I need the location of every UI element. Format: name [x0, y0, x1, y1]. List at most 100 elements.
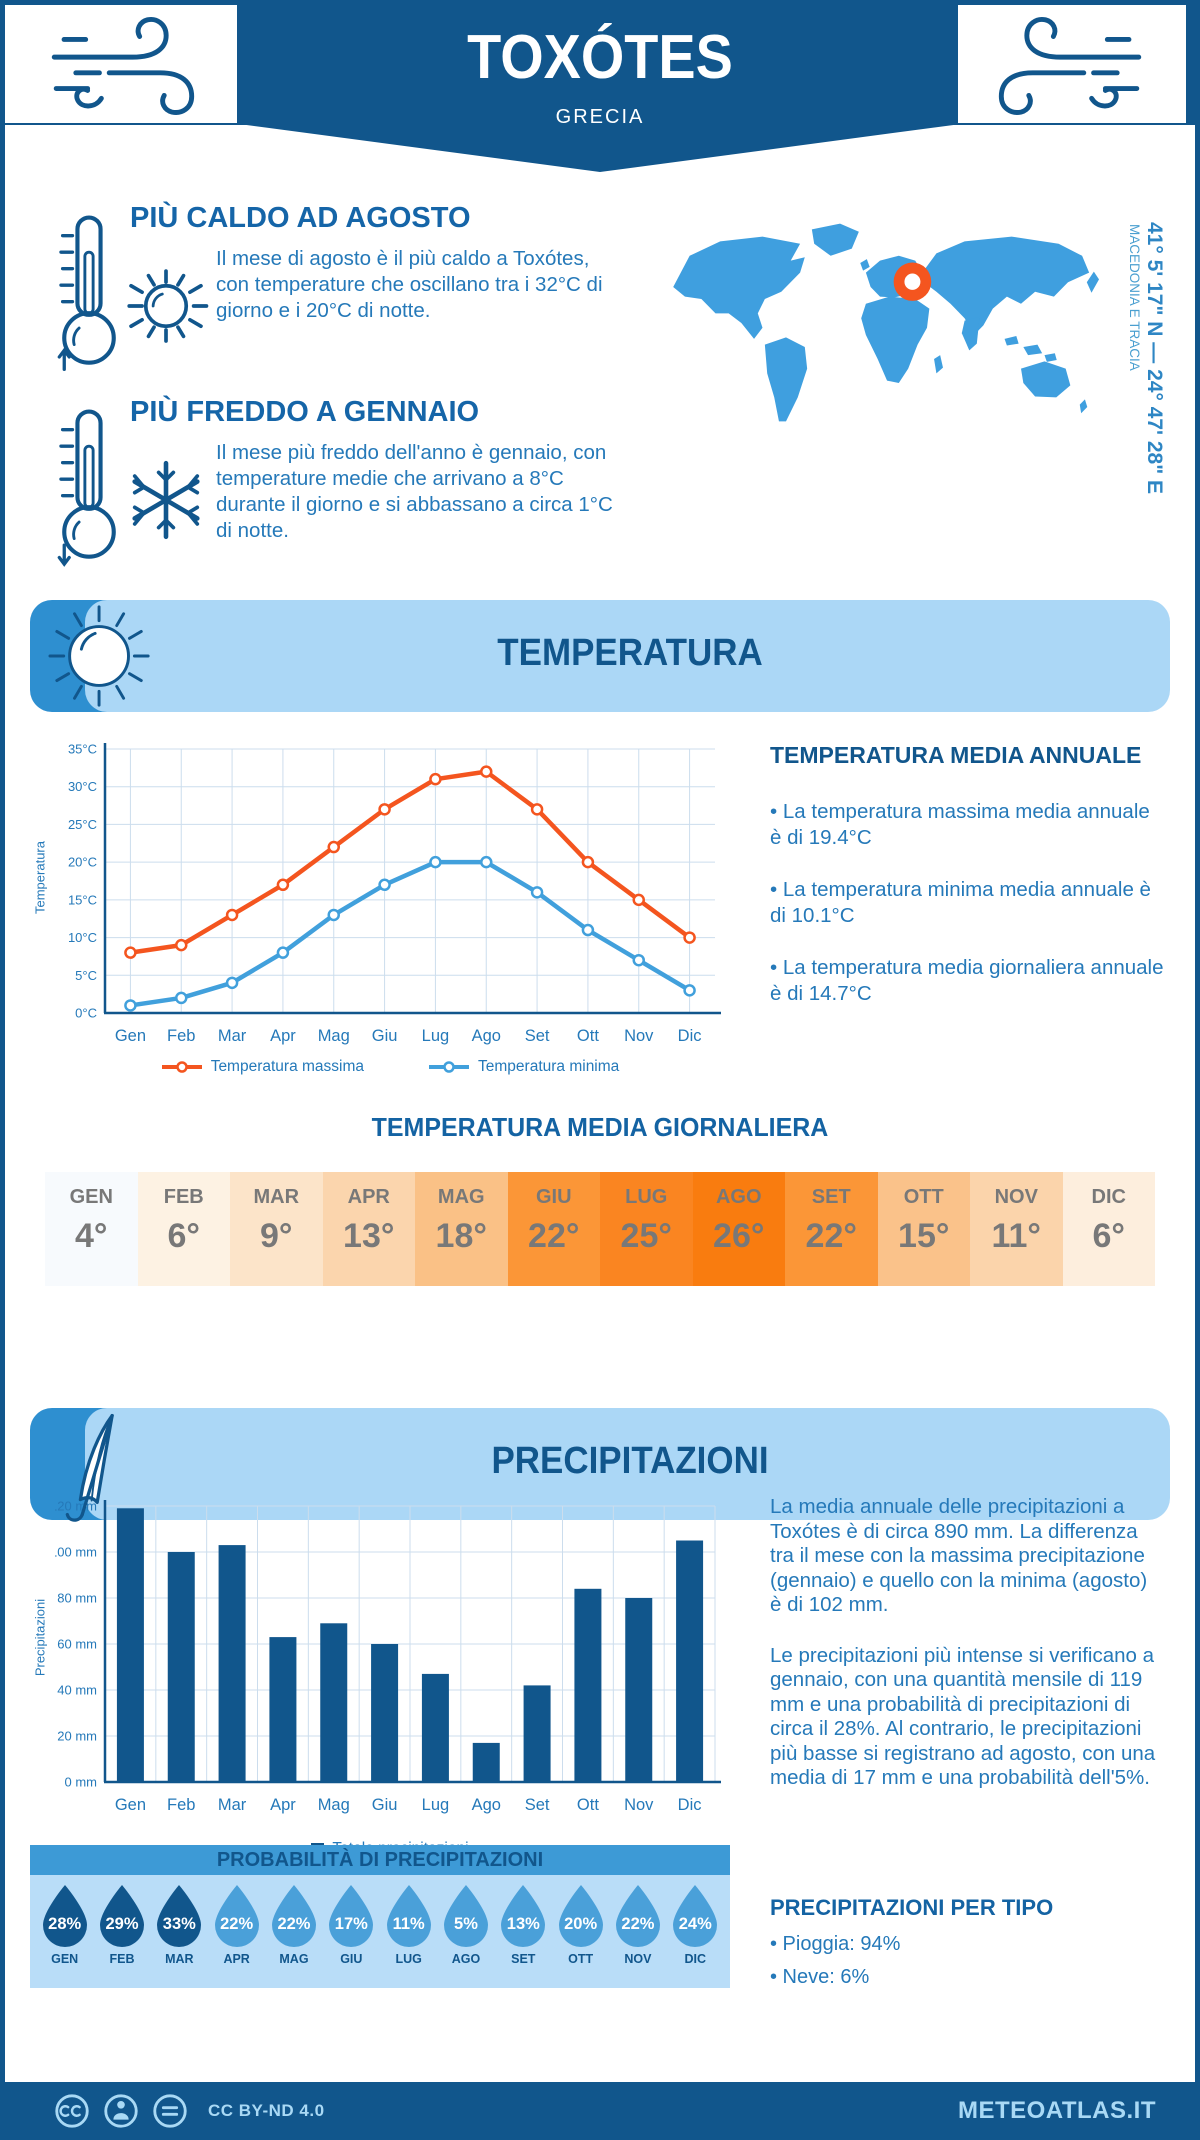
month-cell: LUG 25°	[600, 1172, 693, 1286]
probability-droplet: 11% LUG	[380, 1875, 437, 1966]
month-cell: AGO 26°	[692, 1172, 785, 1286]
daily-table-title: TEMPERATURA MEDIA GIORNALIERA	[371, 1112, 829, 1142]
month-cell-label: GEN	[69, 1186, 113, 1208]
temperature-line-chart: 0°C 5°C 10°C 15°C 20°C 25°C 30°C 35°C Gen Feb Mar A…	[68, 742, 721, 1045]
left-edge-border	[0, 0, 5, 2140]
bullet-item: • Pioggia: 94%	[770, 1933, 901, 1955]
probability-droplet: 13% SET	[495, 1875, 552, 1966]
droplet-value: 13%	[506, 1915, 540, 1933]
month-cell-label: DIC	[1091, 1186, 1126, 1208]
month-cell-label: LUG	[625, 1186, 668, 1208]
cc-license-icons	[52, 2091, 190, 2131]
probability-droplet: 20% OTT	[552, 1875, 609, 1966]
month-cell: APR 13°	[322, 1172, 415, 1286]
svg-text:Ott: Ott	[577, 1027, 599, 1045]
paragraph: Le precipitazioni più intense si verific…	[770, 1643, 1156, 1790]
legend-item: Temperatura massima	[161, 1058, 364, 1076]
month-cell-label: MAR	[253, 1186, 300, 1208]
bullet-item: • Neve: 6%	[770, 1966, 870, 1988]
month-cell: DIC 6°	[1062, 1172, 1155, 1286]
footer: CC BY-ND 4.0 METEOATLAS.IT	[0, 2082, 1200, 2140]
droplet-icon	[501, 1885, 546, 1947]
license-text: CC BY-ND 4.0	[208, 2101, 325, 2120]
droplet-month: LUG	[395, 1952, 422, 1966]
highlight-hot: PIÙ CALDO AD AGOSTO Il mese di agosto è …	[48, 198, 628, 388]
svg-text:Nov: Nov	[624, 1796, 654, 1814]
svg-text:100 mm: 100 mm	[55, 1545, 97, 1560]
droplet-icon	[214, 1885, 259, 1947]
month-cell-value: 22°	[528, 1217, 580, 1255]
droplet-month: GEN	[51, 1952, 79, 1966]
month-cell-value: 11°	[991, 1217, 1042, 1255]
svg-text:Giu: Giu	[372, 1027, 398, 1045]
svg-text:Giu: Giu	[372, 1796, 398, 1814]
droplet-icon	[615, 1885, 660, 1947]
legend-line-icon	[429, 1061, 470, 1073]
svg-text:Lug: Lug	[422, 1027, 450, 1045]
temperature-banner: TEMPERATURA	[30, 600, 1170, 712]
page-subtitle: GRECIA	[555, 106, 645, 128]
probability-droplet: 17% GIU	[323, 1875, 380, 1966]
svg-text:0°C: 0°C	[75, 1006, 97, 1021]
bullet-item: • La temperatura minima media annuale è …	[770, 878, 1151, 927]
svg-text:Dic: Dic	[678, 1027, 702, 1045]
precipitation-type-block: PRECIPITAZIONI PER TIPO • Pioggia: 94% •…	[770, 1895, 1164, 1999]
month-cell-value: 13°	[343, 1217, 395, 1255]
droplet-icon	[329, 1885, 374, 1947]
legend-label: Temperatura minima	[478, 1058, 620, 1075]
annual-title: TEMPERATURA MEDIA ANNUALE	[770, 742, 1142, 768]
droplet-value: 22%	[621, 1915, 655, 1933]
droplet-month: AGO	[451, 1952, 481, 1966]
highlight-cold-title: PIÙ FREDDO A GENNAIO	[130, 396, 480, 428]
droplets-row: 28% GEN 29% FEB 33% MAR 22% APR 22% MAG	[30, 1875, 730, 1966]
legend-label: Temperatura massima	[210, 1058, 365, 1075]
droplet-month: GIU	[340, 1952, 363, 1966]
droplet-icon	[99, 1885, 144, 1947]
droplet-value: 24%	[678, 1915, 712, 1933]
droplet-value: 22%	[277, 1915, 311, 1933]
svg-text:Set: Set	[525, 1796, 550, 1814]
legend-item: Temperatura minima	[428, 1058, 619, 1076]
month-cell: SET 22°	[785, 1172, 878, 1286]
svg-text:Lug: Lug	[422, 1796, 450, 1814]
legend-line-icon	[161, 1061, 202, 1073]
sun-icon	[127, 269, 209, 343]
header-left-box	[5, 5, 237, 123]
month-cell: GEN 4°	[45, 1172, 138, 1286]
header-right-box	[958, 5, 1186, 123]
svg-text:35°C: 35°C	[68, 742, 97, 757]
highlight-hot-title: PIÙ CALDO AD AGOSTO	[130, 202, 471, 234]
line-chart-legend: Temperatura massima Temperatura minima	[60, 1058, 720, 1076]
droplet-icon	[157, 1885, 202, 1947]
droplet-value: 22%	[220, 1915, 254, 1933]
month-cell-label: AGO	[715, 1186, 762, 1208]
droplet-icon	[443, 1885, 488, 1947]
page-title: TOXÓTES	[467, 23, 733, 92]
svg-text:Dic: Dic	[678, 1796, 702, 1814]
svg-text:20 mm: 20 mm	[57, 1729, 97, 1744]
month-cell: OTT 15°	[877, 1172, 970, 1286]
svg-text:Mar: Mar	[218, 1027, 247, 1045]
droplet-icon	[42, 1885, 87, 1947]
month-cell-label: NOV	[994, 1186, 1038, 1208]
svg-text:15°C: 15°C	[68, 892, 97, 907]
month-cell-label: APR	[347, 1186, 390, 1208]
droplet-value: 17%	[334, 1915, 368, 1933]
svg-text:5°C: 5°C	[75, 968, 97, 983]
precipitation-paragraphs: La media annuale delle precipitazioni a …	[770, 1495, 1164, 1791]
line-chart-ylabel: Temperatura	[32, 841, 48, 914]
month-cell-value: 6°	[167, 1217, 200, 1255]
probability-droplet: 22% MAG	[265, 1875, 322, 1966]
coordinates-block: 41° 5' 17" N — 24° 47' 28" E MACEDONIA E…	[1127, 222, 1166, 532]
month-cell-value: 18°	[435, 1217, 487, 1255]
droplet-value: 28%	[48, 1915, 82, 1933]
droplet-month: SET	[511, 1952, 536, 1966]
right-edge-border	[1195, 0, 1200, 2140]
type-title: PRECIPITAZIONI PER TIPO	[770, 1895, 1054, 1920]
month-cell-label: GIU	[535, 1186, 572, 1208]
annual-bullet-list: • La temperatura massima media annuale è…	[770, 799, 1164, 1007]
cc-by-person-icon	[104, 2094, 138, 2128]
thermometer-up-icon	[57, 215, 116, 371]
